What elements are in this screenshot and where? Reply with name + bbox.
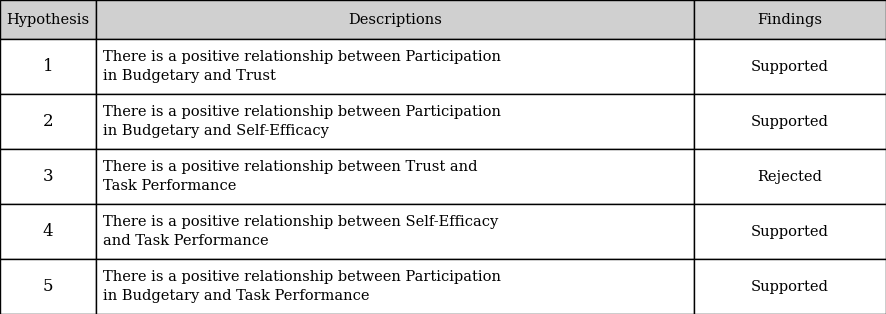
Text: There is a positive relationship between Self-Efficacy: There is a positive relationship between… bbox=[103, 215, 498, 229]
Text: Findings: Findings bbox=[758, 13, 822, 27]
Text: Supported: Supported bbox=[751, 279, 828, 294]
Bar bbox=[694, 39, 886, 94]
Bar bbox=[694, 149, 886, 204]
Text: 1: 1 bbox=[43, 58, 53, 75]
Text: in Budgetary and Task Performance: in Budgetary and Task Performance bbox=[103, 289, 369, 303]
Text: Supported: Supported bbox=[751, 60, 828, 74]
Bar bbox=[96, 94, 694, 149]
Text: Rejected: Rejected bbox=[758, 170, 822, 184]
Text: Supported: Supported bbox=[751, 115, 828, 129]
Bar bbox=[96, 149, 694, 204]
Bar bbox=[96, 259, 694, 314]
Text: 3: 3 bbox=[43, 168, 53, 185]
Text: There is a positive relationship between Trust and: There is a positive relationship between… bbox=[103, 160, 478, 174]
Text: There is a positive relationship between Participation: There is a positive relationship between… bbox=[103, 50, 501, 64]
Bar bbox=[694, 259, 886, 314]
Bar bbox=[0, 204, 96, 259]
Bar bbox=[0, 39, 96, 94]
Bar bbox=[0, 259, 96, 314]
Bar bbox=[0, 149, 96, 204]
Bar bbox=[694, 94, 886, 149]
Text: Supported: Supported bbox=[751, 225, 828, 239]
Text: There is a positive relationship between Participation: There is a positive relationship between… bbox=[103, 105, 501, 119]
Text: in Budgetary and Trust: in Budgetary and Trust bbox=[103, 69, 276, 83]
Text: Task Performance: Task Performance bbox=[103, 179, 237, 193]
Text: Hypothesis: Hypothesis bbox=[6, 13, 89, 27]
Bar bbox=[694, 0, 886, 39]
Text: 4: 4 bbox=[43, 223, 53, 240]
Text: 5: 5 bbox=[43, 278, 53, 295]
Text: 2: 2 bbox=[43, 113, 53, 130]
Bar bbox=[694, 204, 886, 259]
Text: and Task Performance: and Task Performance bbox=[103, 234, 268, 248]
Text: There is a positive relationship between Participation: There is a positive relationship between… bbox=[103, 270, 501, 284]
Bar bbox=[0, 94, 96, 149]
Text: Descriptions: Descriptions bbox=[348, 13, 441, 27]
Bar bbox=[96, 0, 694, 39]
Bar bbox=[0, 0, 96, 39]
Text: in Budgetary and Self-Efficacy: in Budgetary and Self-Efficacy bbox=[103, 124, 329, 138]
Bar bbox=[96, 204, 694, 259]
Bar bbox=[96, 39, 694, 94]
